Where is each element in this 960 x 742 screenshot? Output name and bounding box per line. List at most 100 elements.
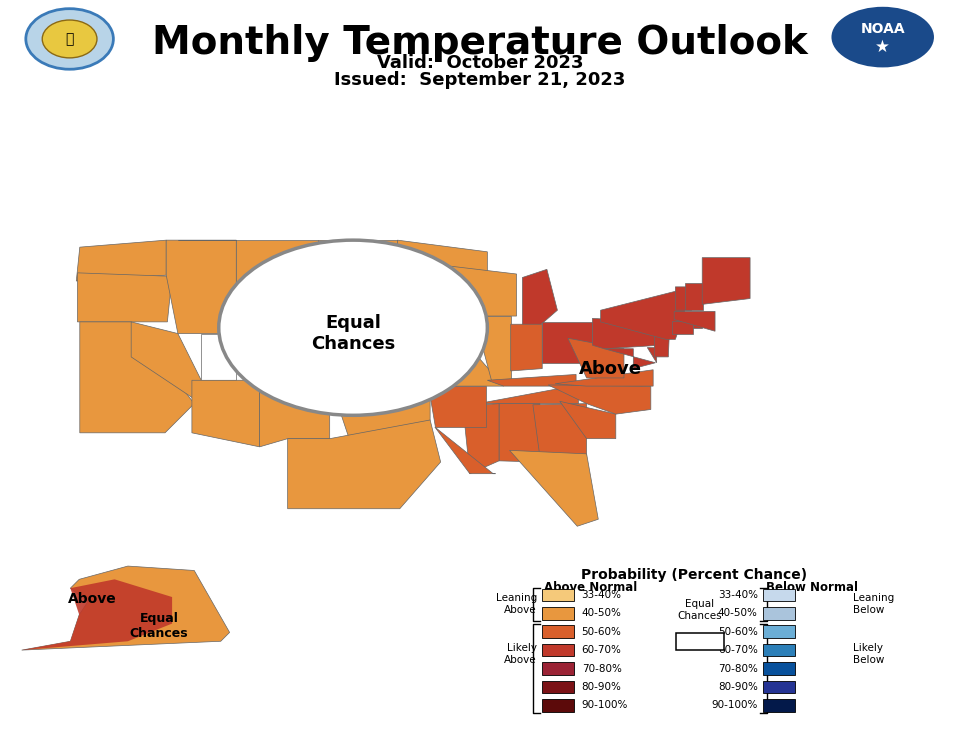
Polygon shape <box>397 240 488 304</box>
Bar <box>542 626 574 638</box>
Text: NOAA: NOAA <box>860 22 905 36</box>
Text: 50-60%: 50-60% <box>582 627 621 637</box>
Bar <box>542 607 574 620</box>
Polygon shape <box>78 273 172 322</box>
Bar <box>542 699 574 712</box>
Polygon shape <box>178 240 318 287</box>
Polygon shape <box>478 385 579 404</box>
Text: 90-100%: 90-100% <box>582 700 628 710</box>
Polygon shape <box>693 321 702 328</box>
Polygon shape <box>533 404 587 465</box>
Polygon shape <box>22 566 229 650</box>
Polygon shape <box>447 266 516 316</box>
Polygon shape <box>404 304 480 338</box>
Text: Likely
Below: Likely Below <box>852 643 884 665</box>
Bar <box>676 633 725 650</box>
Polygon shape <box>675 287 698 310</box>
Polygon shape <box>499 404 540 462</box>
Polygon shape <box>318 275 404 316</box>
Text: Below Normal: Below Normal <box>766 582 857 594</box>
Text: Above Normal: Above Normal <box>544 582 637 594</box>
Text: 33-40%: 33-40% <box>718 590 757 600</box>
Text: Likely
Above: Likely Above <box>504 643 537 665</box>
Polygon shape <box>259 334 342 380</box>
Polygon shape <box>702 257 750 304</box>
Polygon shape <box>22 580 172 650</box>
Bar <box>763 680 795 693</box>
Bar <box>542 644 574 657</box>
Text: Valid:  October 2023: Valid: October 2023 <box>376 54 584 72</box>
Text: 🦅: 🦅 <box>65 32 74 46</box>
Polygon shape <box>568 338 624 378</box>
Bar <box>763 607 795 620</box>
Text: ★: ★ <box>876 38 890 56</box>
Text: 40-50%: 40-50% <box>718 608 757 618</box>
Text: 40-50%: 40-50% <box>582 608 621 618</box>
Polygon shape <box>555 370 653 386</box>
Polygon shape <box>511 324 542 371</box>
Polygon shape <box>560 401 615 439</box>
Polygon shape <box>647 347 657 363</box>
Bar <box>542 663 574 674</box>
Polygon shape <box>604 349 656 369</box>
Bar <box>763 644 795 657</box>
Polygon shape <box>488 375 576 386</box>
Text: Equal
Chances: Equal Chances <box>130 611 188 640</box>
Text: Monthly Temperature Outlook: Monthly Temperature Outlook <box>152 24 808 62</box>
Polygon shape <box>132 322 202 404</box>
Text: 80-90%: 80-90% <box>718 682 757 692</box>
Text: 60-70%: 60-70% <box>582 645 621 655</box>
Polygon shape <box>259 380 329 447</box>
Text: Probability (Percent Chance): Probability (Percent Chance) <box>581 568 806 582</box>
Text: Leaning
Above: Leaning Above <box>495 594 537 615</box>
Polygon shape <box>474 316 511 380</box>
Bar <box>763 663 795 674</box>
Text: Above: Above <box>68 592 117 606</box>
Polygon shape <box>414 338 504 386</box>
Text: 70-80%: 70-80% <box>718 663 757 674</box>
Text: Above: Above <box>579 360 641 378</box>
Polygon shape <box>76 240 166 281</box>
Polygon shape <box>318 316 420 380</box>
Polygon shape <box>601 287 693 339</box>
Text: Equal
Chances: Equal Chances <box>311 314 396 353</box>
Text: 80-90%: 80-90% <box>582 682 621 692</box>
Polygon shape <box>288 420 441 509</box>
Polygon shape <box>672 321 693 334</box>
Polygon shape <box>236 287 318 334</box>
Polygon shape <box>202 334 236 380</box>
Polygon shape <box>329 380 430 485</box>
Text: 50-60%: 50-60% <box>718 627 757 637</box>
Bar <box>542 680 574 693</box>
Circle shape <box>42 20 97 58</box>
Polygon shape <box>342 345 428 380</box>
Bar <box>763 626 795 638</box>
Polygon shape <box>318 240 397 275</box>
Bar <box>763 699 795 712</box>
Text: 60-70%: 60-70% <box>718 645 757 655</box>
Polygon shape <box>463 404 499 473</box>
Ellipse shape <box>219 240 488 416</box>
Polygon shape <box>166 240 236 334</box>
Text: Equal
Chances: Equal Chances <box>678 599 722 620</box>
Polygon shape <box>674 312 715 331</box>
Polygon shape <box>435 427 495 473</box>
Text: Issued:  September 21, 2023: Issued: September 21, 2023 <box>334 71 626 89</box>
Polygon shape <box>510 450 598 526</box>
Polygon shape <box>428 386 486 427</box>
Bar <box>542 588 574 601</box>
Polygon shape <box>522 269 558 326</box>
Text: 70-80%: 70-80% <box>582 663 621 674</box>
Polygon shape <box>592 318 660 349</box>
Polygon shape <box>192 380 259 447</box>
Bar <box>763 588 795 601</box>
Text: 90-100%: 90-100% <box>711 700 757 710</box>
Text: Leaning
Below: Leaning Below <box>852 594 894 615</box>
Polygon shape <box>655 329 669 357</box>
Circle shape <box>26 9 113 69</box>
Text: 33-40%: 33-40% <box>582 590 622 600</box>
Polygon shape <box>80 322 194 433</box>
Polygon shape <box>542 322 592 363</box>
Circle shape <box>829 5 936 69</box>
Polygon shape <box>548 385 651 414</box>
